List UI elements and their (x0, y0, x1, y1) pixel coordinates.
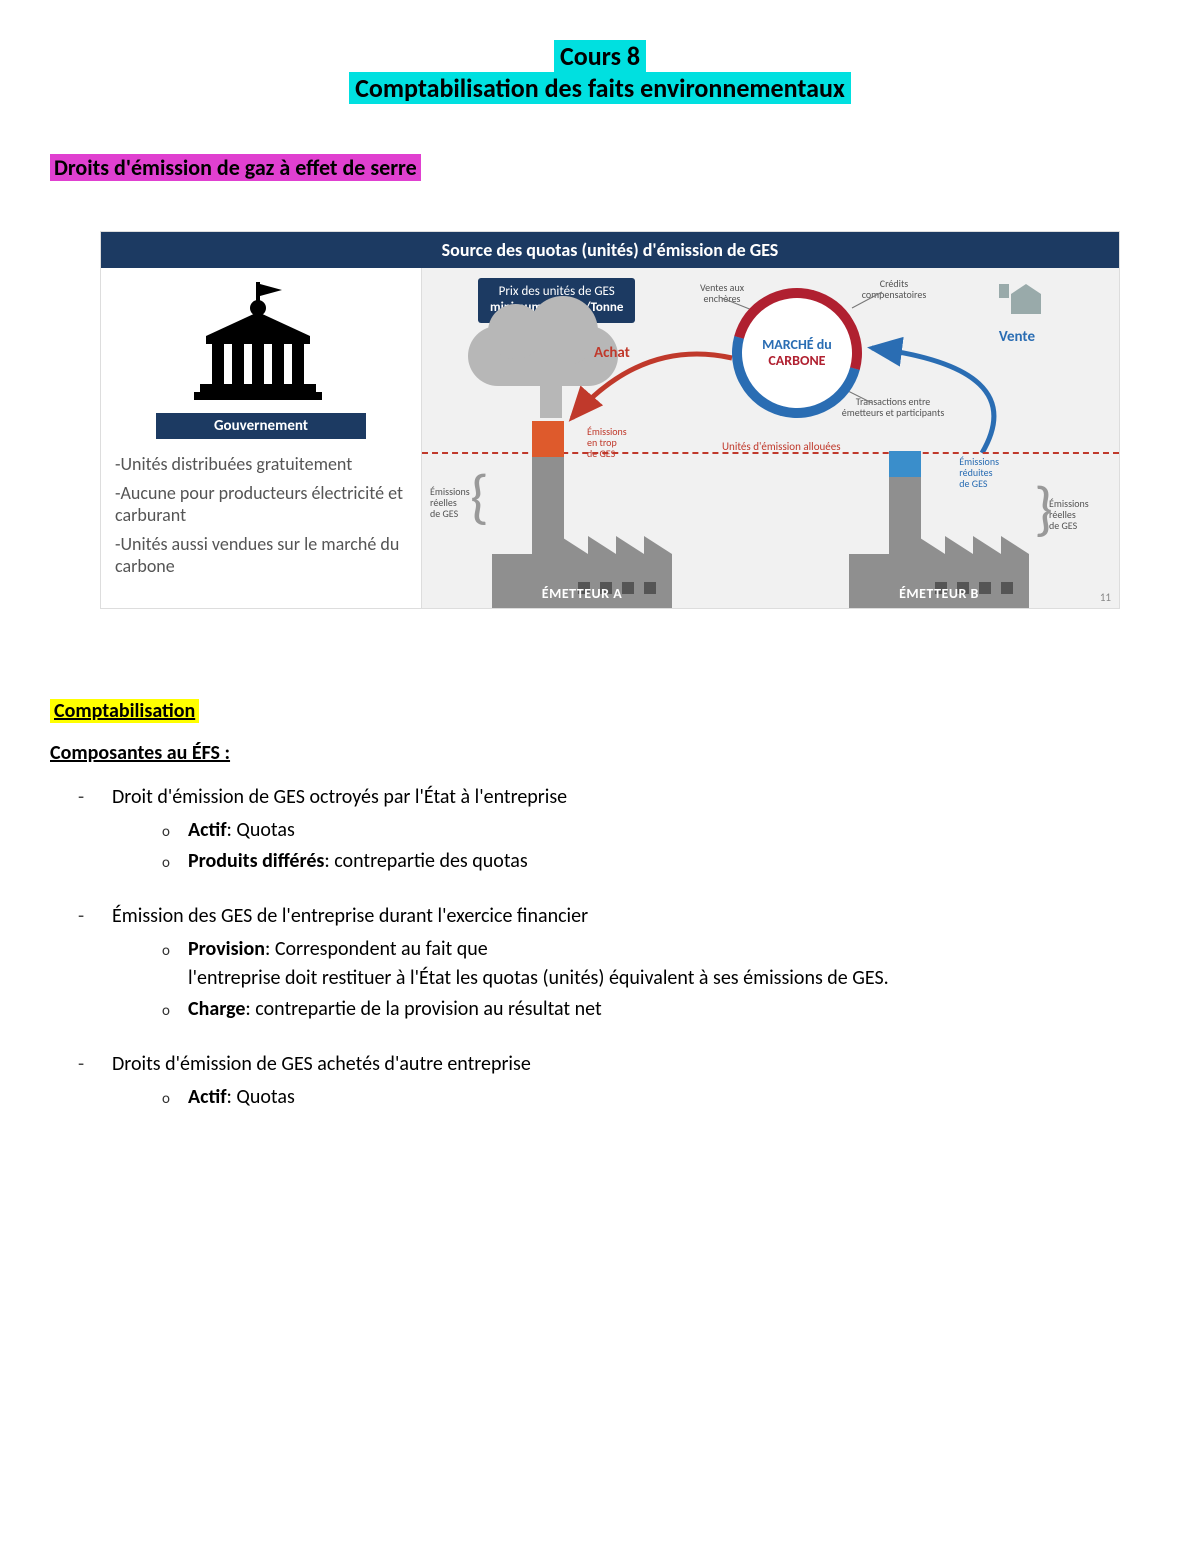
gov-bullet-3: -Unités aussi vendues sur le marché du c… (115, 533, 407, 578)
allocated-label: Unités d'émission allouées (722, 440, 841, 453)
factory-b: ÉMETTEUR B (849, 451, 1029, 608)
government-column: Gouvernement -Unités distribuées gratuit… (101, 268, 421, 608)
document-title-block: Cours 8 Comptabilisation des faits envir… (50, 40, 1150, 104)
gov-bullet-2: -Aucune pour producteurs électricité et … (115, 482, 407, 527)
title-line-1: Cours 8 (554, 40, 646, 72)
credits-comp-label: Créditscompensatoires (854, 278, 934, 300)
government-icon (115, 282, 407, 407)
list-item-2-sub-1: Provision: Correspondent au fait que (162, 935, 1150, 964)
brace-left: { (470, 468, 489, 528)
section-heading-comptabilisation: Comptabilisation (50, 699, 199, 723)
list-item-2-sub-2: Charge: contrepartie de la provision au … (162, 995, 1150, 1024)
factory-a-label: ÉMETTEUR A (492, 585, 672, 602)
factory-b-label: ÉMETTEUR B (849, 585, 1029, 602)
emissions-real-right-label: Émissionsréellesde GES (1049, 498, 1109, 531)
factory-a: ÉMETTEUR A (492, 421, 672, 608)
house-icon (997, 280, 1043, 316)
list-item-1: Droit d'émission de GES octroyés par l'É… (78, 783, 1150, 812)
government-label: Gouvernement (156, 413, 366, 439)
government-bullets: -Unités distribuées gratuitement -Aucune… (115, 453, 407, 578)
infographic-banner: Source des quotas (unités) d'émission de… (101, 232, 1119, 268)
achat-label: Achat (594, 344, 630, 362)
brace-right: } (1034, 480, 1053, 540)
list-item-2-sub-1-cont: l'entreprise doit restituer à l'État les… (188, 964, 1150, 993)
market-line-2: CARBONE (762, 353, 832, 369)
list-item-3: Droits d'émission de GES achetés d'autre… (78, 1050, 1150, 1079)
ventes-encheres-label: Ventes auxenchères (692, 282, 752, 304)
list-item-3-sub-1: Actif: Quotas (162, 1083, 1150, 1112)
list-item-1-sub-1: Actif: Quotas (162, 816, 1150, 845)
components-list: Droit d'émission de GES octroyés par l'É… (78, 783, 1150, 1112)
vente-label: Vente (999, 328, 1035, 346)
emissions-real-left-label: Émissionsréellesde GES (430, 486, 470, 519)
smoke-icon (540, 376, 562, 418)
infographic-page-number: 11 (1100, 591, 1111, 604)
list-item-2: Émission des GES de l'entreprise durant … (78, 902, 1150, 931)
diagram-column: Prix des unités de GES minimum: 13.56$/T… (421, 268, 1119, 608)
title-line-2: Comptabilisation des faits environnement… (349, 72, 851, 104)
market-line-1: MARCHÉ du (762, 337, 832, 353)
list-item-1-sub-2: Produits différés: contrepartie des quot… (162, 847, 1150, 876)
section-heading-rights: Droits d'émission de gaz à effet de serr… (50, 154, 421, 181)
components-heading: Composantes au ÉFS : (50, 741, 1150, 765)
ges-infographic: Source des quotas (unités) d'émission de… (100, 231, 1120, 609)
factory-a-stack (532, 421, 564, 555)
transactions-label: Transactions entreémetteurs et participa… (838, 396, 948, 418)
gov-bullet-1: -Unités distribuées gratuitement (115, 453, 407, 476)
